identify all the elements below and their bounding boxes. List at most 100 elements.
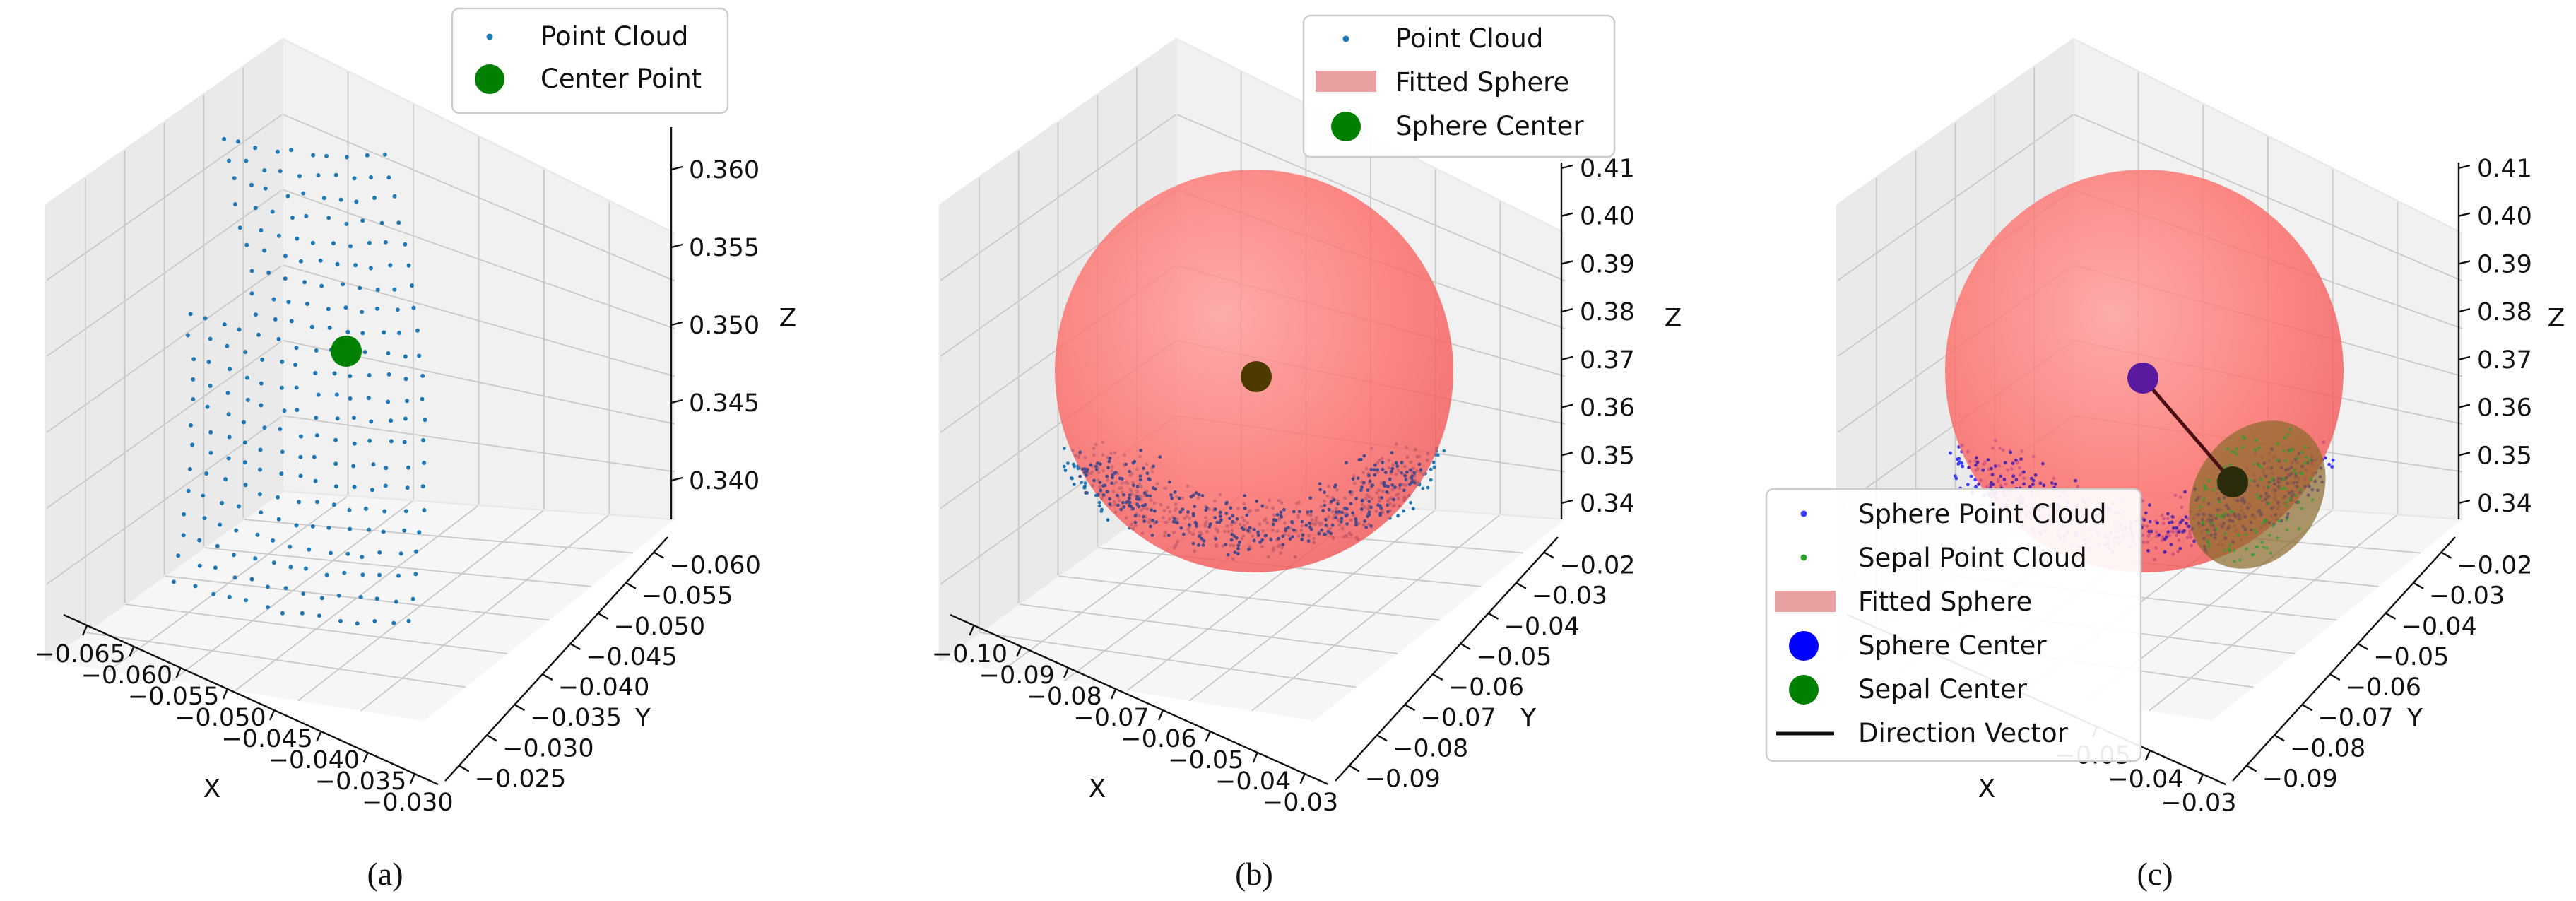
point-cloud-dot (386, 372, 391, 377)
point-cloud-dot (1098, 504, 1101, 508)
point-cloud-dot (1166, 534, 1171, 537)
tick-label: −0.03 (2429, 582, 2505, 611)
point-cloud-dot (414, 549, 419, 554)
z-axis-label-c: Z (2548, 304, 2565, 333)
legend-marker-point-cloud-a (486, 33, 493, 40)
y-axis-label-c: Y (2406, 704, 2423, 733)
legend-label-direction-vector-c: Direction Vector (1858, 718, 2069, 748)
tick-mark (1205, 731, 1211, 742)
tick-label: 0.36 (1580, 394, 1635, 423)
sepal-point-dot (2254, 448, 2257, 452)
point-cloud-dot (1092, 478, 1096, 483)
tick-mark (1252, 752, 1258, 763)
point-cloud-dot (1396, 514, 1400, 518)
tick-mark (2458, 212, 2471, 217)
point-cloud-dot (1999, 474, 2003, 478)
point-cloud-dot (1133, 520, 1138, 524)
point-cloud-dot (1334, 516, 1337, 519)
tick-mark (1460, 642, 1471, 650)
point-cloud-dot (270, 209, 275, 214)
tick-label: −0.050 (614, 613, 706, 641)
point-cloud-dot (1131, 507, 1135, 511)
point-cloud-dot (244, 598, 249, 603)
point-cloud-dot (1205, 506, 1209, 510)
point-cloud-dot (226, 412, 231, 417)
tick-label: 0.38 (1580, 298, 1635, 326)
point-cloud-dot (220, 500, 225, 505)
point-cloud-dot (1386, 503, 1390, 507)
point-cloud-dot (1304, 524, 1308, 527)
point-cloud-dot (1200, 536, 1203, 541)
edges-b (950, 163, 1563, 786)
point-cloud-dot (1337, 510, 1341, 514)
y-axis-label-a: Y (634, 704, 651, 733)
point-cloud-dot (2187, 524, 2191, 529)
point-cloud-dot (316, 392, 321, 397)
legend-marker-fitted-sphere-b (1316, 71, 1376, 92)
point-cloud-dot (259, 228, 264, 232)
point-cloud-dot (314, 433, 319, 438)
grid-a (45, 37, 675, 712)
grid-line (45, 264, 283, 434)
point-cloud-dot (1329, 531, 1333, 536)
point-cloud-dot (1232, 534, 1236, 538)
point-cloud-dot (420, 373, 425, 378)
point-cloud-dot (396, 220, 401, 225)
point-cloud-dot (1258, 540, 1262, 544)
sepal-point-dot (2223, 548, 2227, 553)
point-cloud-dot (1171, 520, 1176, 524)
point-cloud-dot (297, 174, 302, 179)
tick-mark (1561, 212, 1573, 217)
x-axis-label-c: X (1978, 775, 1996, 803)
pane-border (1836, 38, 2074, 206)
sepal-point-dot (2228, 463, 2232, 466)
point-cloud-dot (1429, 478, 1433, 482)
point-cloud-dot (1369, 505, 1373, 510)
point-cloud-dot (1279, 510, 1283, 514)
sepal-point-dot (2264, 546, 2269, 550)
point-cloud-dot (1256, 533, 1260, 537)
sepal-point-dot (2254, 439, 2258, 442)
tick-mark (670, 399, 683, 404)
point-cloud-dot (360, 572, 365, 577)
point-cloud-dot (1340, 520, 1343, 524)
sepal-point-dot (2288, 497, 2292, 501)
point-cloud-dot (383, 240, 388, 245)
legend-label-fitted-sphere-b: Fitted Sphere (1395, 67, 1569, 98)
point-cloud-dot (278, 169, 283, 174)
point-cloud-dot (257, 492, 262, 497)
point-cloud-dot (1292, 528, 1296, 532)
point-cloud-dot (1141, 504, 1145, 507)
point-cloud-dot (1178, 510, 1183, 514)
point-cloud-dot (227, 594, 232, 599)
point-cloud-dot (2323, 456, 2327, 460)
point-cloud-dot (1421, 486, 1425, 490)
point-cloud-dot (392, 287, 397, 292)
point-cloud-dot (1082, 485, 1086, 490)
point-cloud-dot (1429, 467, 1433, 471)
sepal-point-dot (2309, 476, 2312, 481)
point-cloud-dot (288, 544, 293, 549)
tick-label: 0.41 (2477, 155, 2532, 183)
point-cloud-dot (1230, 532, 1234, 536)
tick-mark (2458, 452, 2471, 457)
point-cloud-dot (341, 282, 345, 287)
point-cloud-dot (2022, 470, 2026, 474)
tick-label: −0.03 (1532, 582, 1607, 611)
point-cloud-dot (234, 528, 239, 533)
point-cloud-dot (1300, 538, 1304, 541)
point-cloud-dot (1089, 463, 1093, 467)
tick-mark (2357, 642, 2368, 650)
tick-label: −0.050 (175, 704, 266, 732)
point-cloud-dot (1072, 483, 1076, 486)
point-cloud-dot (245, 375, 249, 380)
point-cloud-dot (352, 441, 357, 446)
grid-line (2073, 113, 2463, 282)
point-cloud-dot (262, 425, 267, 430)
point-cloud-dot (331, 502, 336, 507)
point-cloud-dot (375, 306, 379, 311)
tick-mark (2458, 355, 2471, 361)
legend-label-sepal-point-cloud-c: Sepal Point Cloud (1858, 543, 2087, 573)
point-cloud-dot (280, 359, 285, 364)
point-cloud-dot (1288, 537, 1292, 541)
